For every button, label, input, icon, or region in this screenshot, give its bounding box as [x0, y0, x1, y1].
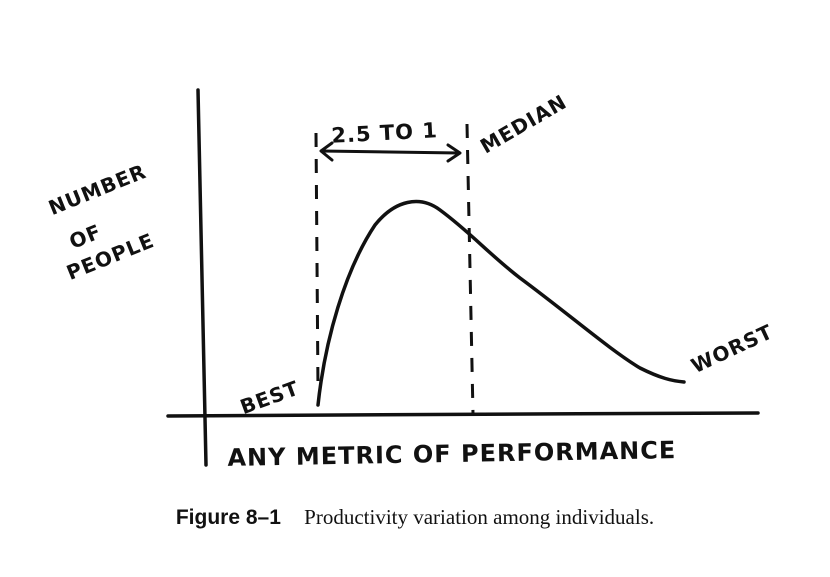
y-axis-label: NUMBER OF PEOPLE: [45, 159, 158, 285]
x-axis-label: ANY METRIC OF PERFORMANCE: [227, 436, 676, 472]
figure-number: Figure 8–1: [175, 506, 281, 529]
median-boundary-dashed-line: [465, 123, 475, 415]
best-boundary-dashed-line: [314, 132, 320, 391]
figure-caption-text: Productivity variation among individuals…: [304, 505, 655, 529]
y-axis: [196, 88, 208, 467]
x-axis: [166, 411, 760, 418]
range-arrow: [319, 141, 462, 163]
y-axis-label-line-1: NUMBER: [45, 159, 150, 220]
worst-label: WORST: [687, 319, 776, 378]
figure-caption: Figure 8–1 Productivity variation among …: [0, 505, 830, 530]
range-annotation: 2.5 TO 1: [331, 118, 439, 148]
median-label: MEDIAN: [476, 90, 571, 159]
best-label: BEST: [237, 376, 302, 419]
distribution-curve: [316, 199, 686, 407]
